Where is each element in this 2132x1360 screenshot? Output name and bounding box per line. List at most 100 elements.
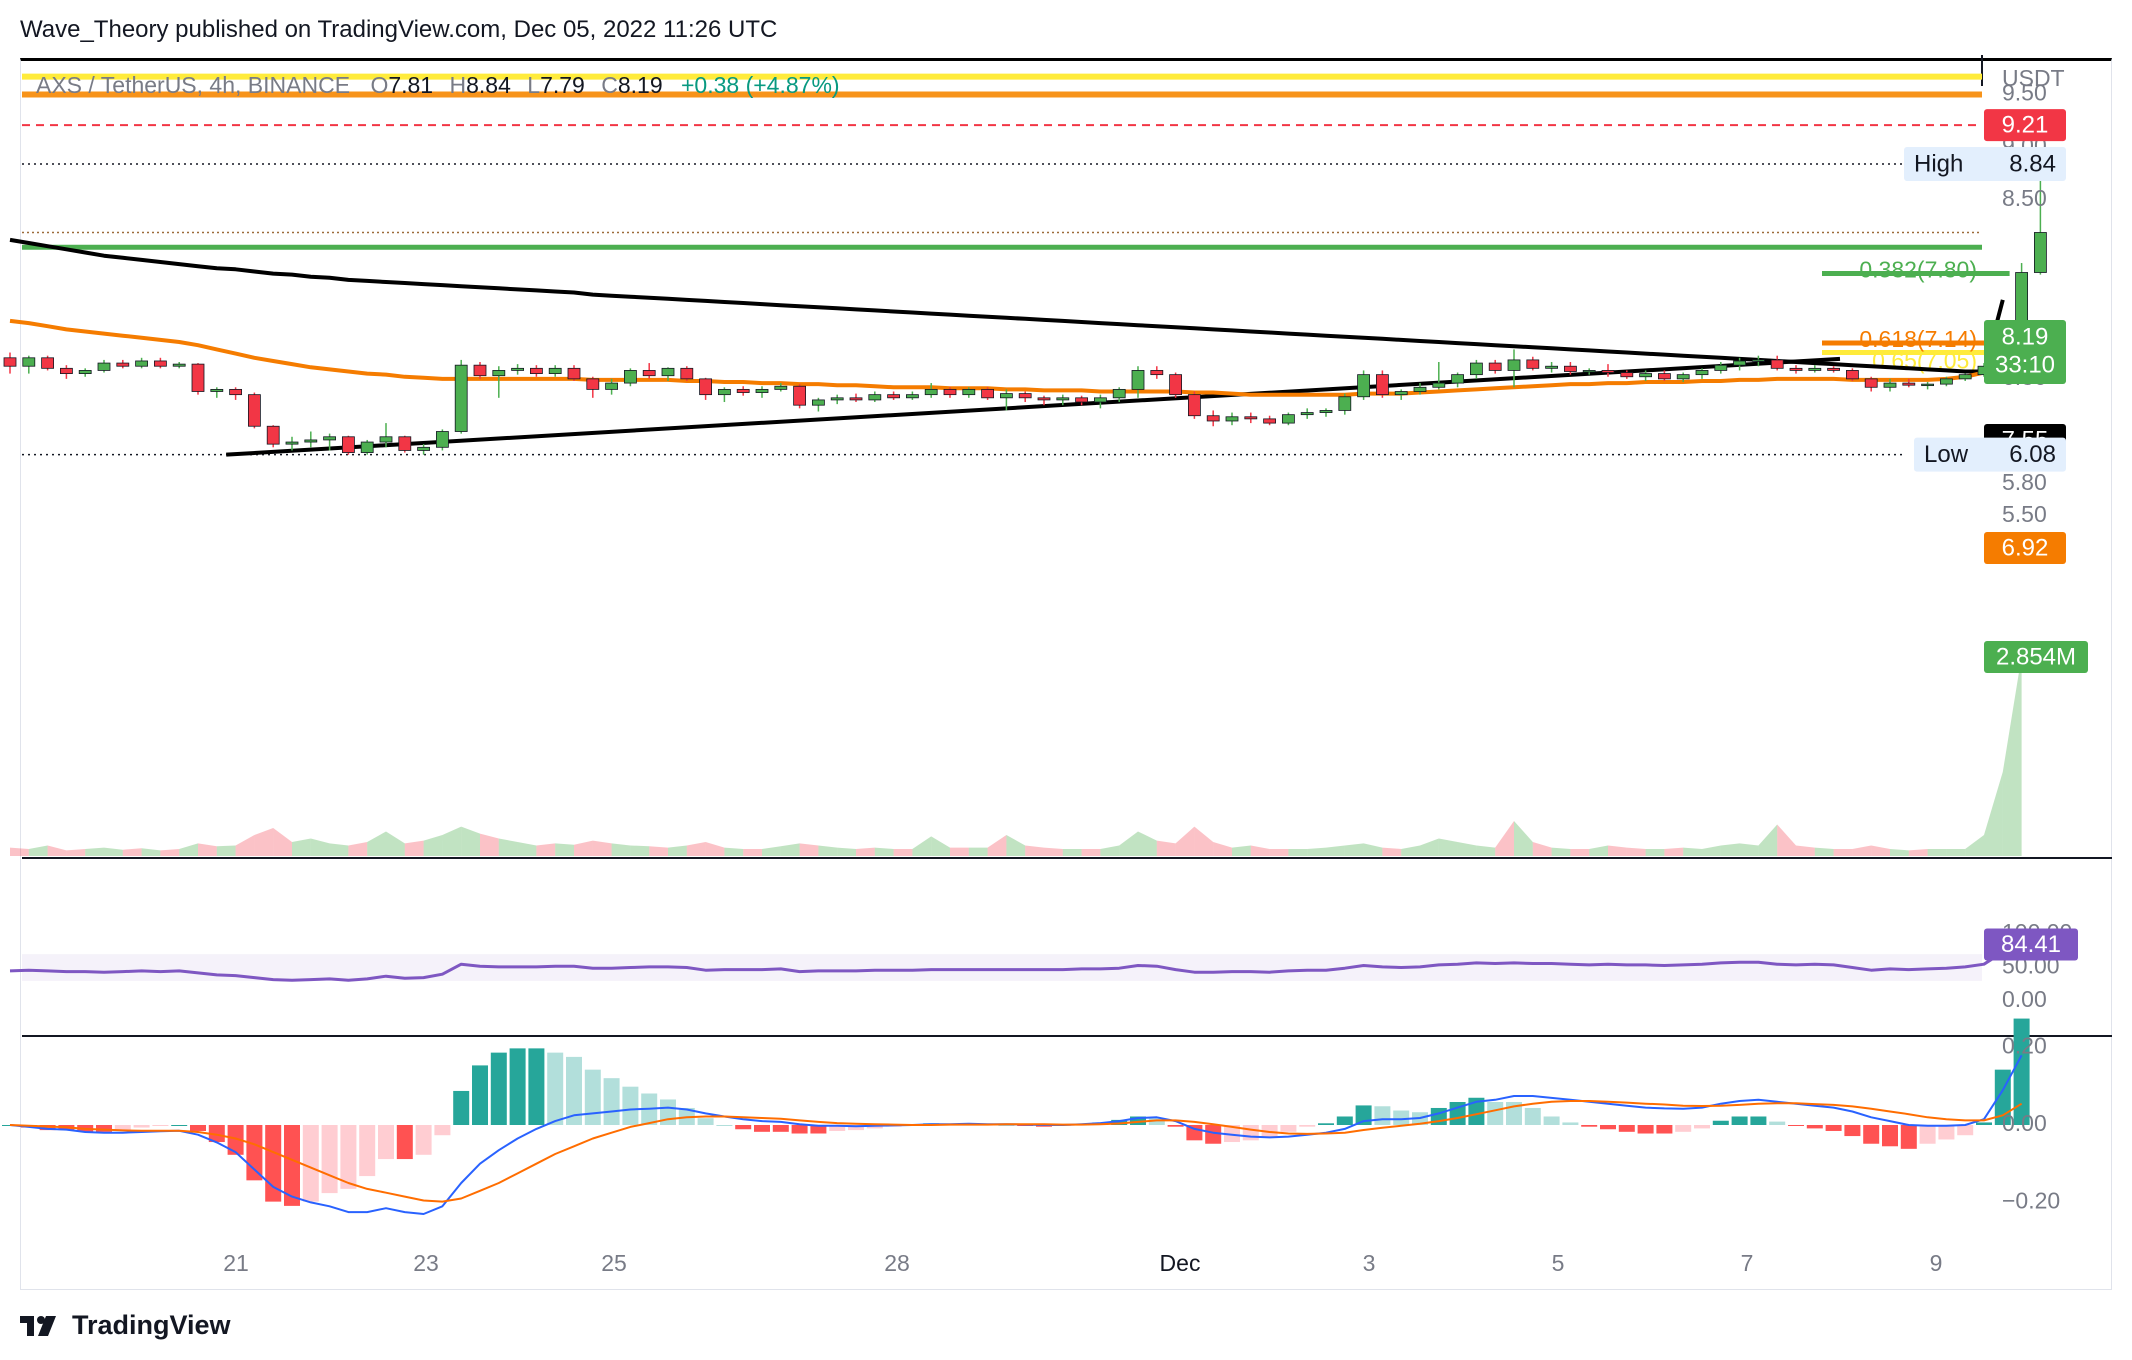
- volume-area-segment: [141, 848, 161, 856]
- candle-body: [1902, 382, 1916, 386]
- macd-histogram-bar: [359, 1125, 376, 1177]
- volume-area-segment: [348, 841, 368, 856]
- candle-body: [1770, 359, 1784, 369]
- candle-body: [530, 367, 543, 374]
- volume-area-segment: [931, 836, 950, 856]
- volume-area-segment: [592, 840, 612, 856]
- volume-area-segment: [1420, 838, 1439, 856]
- volume-area-segment: [28, 845, 48, 856]
- time-axis-tick: Dec: [1160, 1250, 1201, 1276]
- candle-body: [699, 378, 712, 396]
- footer-brand[interactable]: TradingView: [20, 1310, 231, 1341]
- volume-area-segment: [1984, 771, 2003, 856]
- candle-body: [1620, 372, 1634, 378]
- macd-histogram-bar: [1242, 1125, 1259, 1141]
- candle-body: [1000, 393, 1013, 399]
- candle-body: [1056, 397, 1070, 401]
- macd-histogram-bar: [1976, 1122, 1992, 1125]
- candle-body: [379, 436, 393, 443]
- resistance-price-badge-bg: [1984, 109, 2066, 142]
- macd-histogram-bar: [1656, 1125, 1673, 1134]
- volume-area-segment: [235, 834, 255, 856]
- volume-area-segment: [874, 847, 894, 856]
- volume-area-segment: [1025, 845, 1044, 856]
- volume-area-segment: [1495, 820, 1514, 856]
- time-axis-tick: 23: [413, 1250, 439, 1276]
- candle-body: [1432, 382, 1446, 388]
- volume-area-segment: [1946, 848, 1966, 856]
- volume-area-segment: [649, 846, 668, 856]
- volume-area-segment: [1401, 845, 1420, 856]
- volume-area-segment: [1156, 840, 1176, 856]
- last-price: 8.19: [2002, 323, 2049, 350]
- candle-body: [1300, 412, 1314, 416]
- macd-histogram-bar: [321, 1125, 338, 1194]
- symbol-name[interactable]: AXS / TetherUS, 4h, BINANCE: [36, 72, 351, 98]
- volume-badge: 2.854M: [1996, 643, 2076, 670]
- macd-histogram-bar: [1675, 1125, 1692, 1132]
- macd-histogram-bar: [566, 1056, 582, 1125]
- candle-body: [830, 397, 844, 401]
- macd-axis-tick: −0.20: [2002, 1187, 2060, 1213]
- high-price: 8.84: [2009, 150, 2056, 177]
- fib-label-0618: 0.618(7.14): [1859, 326, 1977, 352]
- candle-body: [1112, 388, 1126, 399]
- macd-histogram-bar: [302, 1125, 319, 1202]
- candle-body: [97, 362, 111, 371]
- macd-histogram-bar: [378, 1125, 394, 1160]
- volume-area-segment: [837, 847, 856, 856]
- candle-body: [435, 431, 449, 448]
- candle-body: [1075, 397, 1088, 403]
- macd-histogram-bar: [1882, 1125, 1898, 1147]
- macd-histogram-bar: [528, 1048, 545, 1125]
- candle-body: [605, 382, 618, 390]
- candle-body: [1789, 367, 1803, 371]
- candle-body: [642, 370, 656, 377]
- volume-area-segment: [386, 831, 405, 856]
- volume-area-segment: [1871, 845, 1890, 856]
- macd-histogram-bar: [472, 1065, 488, 1125]
- candle-body: [548, 367, 562, 374]
- macd-histogram-bar: [1712, 1120, 1729, 1125]
- volume-area-segment: [912, 836, 932, 856]
- macd-histogram-bar: [1618, 1125, 1635, 1132]
- volume-area-segment: [1720, 843, 1740, 856]
- candle-body: [153, 360, 167, 367]
- macd-histogram-bar: [1900, 1125, 1917, 1149]
- volume-area-segment: [1965, 834, 1984, 856]
- low-label-bg: [1914, 437, 2066, 472]
- volume-area-segment: [1269, 848, 1289, 856]
- volume-area-segment: [1551, 847, 1571, 856]
- macd-histogram-bar: [1750, 1116, 1767, 1125]
- brand-name: TradingView: [72, 1310, 231, 1340]
- candle-body: [304, 439, 318, 443]
- macd-histogram-bar: [434, 1125, 451, 1136]
- candle-body: [924, 388, 938, 396]
- volume-area-segment: [1664, 847, 1684, 856]
- macd-histogram-bar: [39, 1125, 56, 1131]
- candle-body: [812, 399, 825, 406]
- volume-area-segment: [762, 846, 781, 856]
- low-price: 6.08: [2009, 441, 2056, 468]
- chart-frame: [20, 58, 2112, 1290]
- macd-histogram-bar: [1919, 1125, 1936, 1144]
- candle-body: [341, 436, 355, 453]
- volume-area-segment: [1927, 848, 1947, 856]
- volume-area-segment: [179, 843, 198, 856]
- volume-area-segment: [536, 843, 556, 856]
- low-value: 7.79: [540, 72, 585, 98]
- volume-area-segment: [254, 827, 274, 856]
- candle-body: [229, 388, 243, 396]
- volume-area-segment: [630, 845, 650, 856]
- candle-body: [2034, 232, 2047, 273]
- last-price-badge-bg: [1984, 320, 2066, 384]
- candle-body: [868, 394, 882, 401]
- macd-histogram-bar: [152, 1125, 169, 1126]
- rsi-line: [9, 943, 2023, 982]
- volume-area-segment: [1739, 843, 1759, 856]
- candle-body: [172, 363, 186, 367]
- volume-area-segment: [1006, 834, 1026, 856]
- volume-area-segment: [987, 834, 1007, 856]
- volume-area-segment: [1288, 848, 1308, 856]
